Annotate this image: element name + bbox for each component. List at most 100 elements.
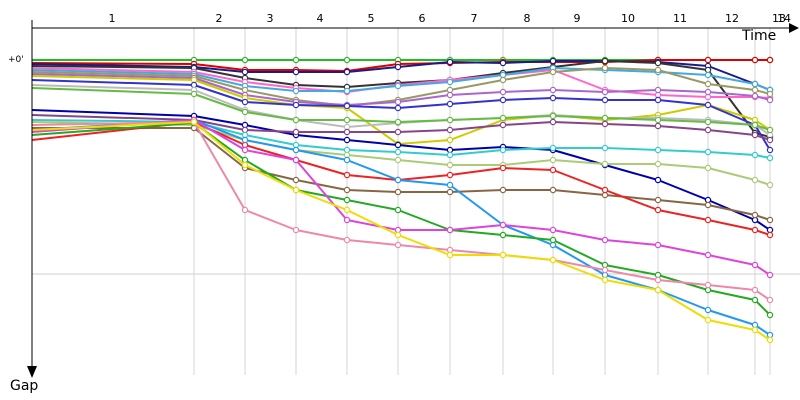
series-15-point-11: [654, 146, 662, 154]
series-19-point-4: [292, 146, 300, 154]
series-17-point-13: [751, 211, 759, 219]
series-22-point-4: [292, 226, 300, 234]
series-21-point-4: [292, 156, 300, 164]
series-21-point-8: [499, 221, 507, 229]
series-23-point-2: [190, 118, 198, 126]
series-15-point-10: [601, 144, 609, 152]
series-18-point-10: [601, 186, 609, 194]
series-22-point-10: [601, 266, 609, 274]
lap-label-12: 12: [725, 12, 739, 25]
series-10-point-9: [549, 94, 557, 102]
series-16-point-6: [394, 156, 402, 164]
series-23-point-7: [446, 251, 454, 259]
series-13-point-5: [343, 136, 351, 144]
series-13-point-11: [654, 176, 662, 184]
series-15-point-8: [499, 146, 507, 154]
series-23-point-3: [241, 161, 249, 169]
series-17-point-12: [704, 201, 712, 209]
lap-label-11: 11: [673, 12, 687, 25]
series-21: [31, 116, 774, 279]
series-15-point-14: [766, 154, 774, 162]
series-13-point-6: [394, 141, 402, 149]
series-12-point-5: [343, 116, 351, 124]
series-17-point-6: [394, 188, 402, 196]
series-14: [31, 114, 774, 144]
series-10-point-11: [654, 96, 662, 104]
series-6-point-4: [292, 87, 300, 95]
series-2-point-14: [766, 56, 774, 64]
series-12-point-8: [499, 114, 507, 122]
series-7-point-14: [766, 90, 774, 98]
series-20-point-14: [766, 311, 774, 319]
series-21-point-13: [751, 261, 759, 269]
series-3-point-8: [499, 59, 507, 67]
series-17-point-7: [446, 188, 454, 196]
series-6-point-13: [751, 80, 759, 88]
series-19-line: [31, 119, 771, 336]
series-12-point-14: [766, 126, 774, 134]
series-17-point-8: [499, 186, 507, 194]
series-21-point-9: [549, 226, 557, 234]
series-9-line: [31, 75, 771, 145]
series-10-point-12: [704, 101, 712, 109]
series-10-point-7: [446, 100, 454, 108]
series-23-point-4: [292, 186, 300, 194]
series-14-point-10: [601, 120, 609, 128]
series-18-line: [31, 121, 771, 236]
series-18-point-9: [549, 166, 557, 174]
series-6-point-5: [343, 87, 351, 95]
series-23-point-6: [394, 231, 402, 239]
series-14-point-5: [343, 128, 351, 136]
series-19-point-7: [446, 181, 454, 189]
series-15-point-12: [704, 148, 712, 156]
series-12-point-9: [549, 112, 557, 120]
series-20-point-5: [343, 196, 351, 204]
series-10-point-5: [343, 102, 351, 110]
lap-label-9: 9: [574, 12, 581, 25]
series-16-point-11: [654, 160, 662, 168]
series-10-point-8: [499, 96, 507, 104]
series-19-point-3: [241, 136, 249, 144]
series-14-point-11: [654, 122, 662, 130]
series-8-point-7: [446, 91, 454, 99]
x-axis-arrow: [789, 23, 799, 33]
series-10-point-4: [292, 101, 300, 109]
series-18-point-7: [446, 171, 454, 179]
series-3-point-9: [549, 57, 557, 65]
series-12-point-6: [394, 118, 402, 126]
series-22-point-14: [766, 296, 774, 304]
series-18-point-11: [654, 206, 662, 214]
series-1-point-5: [343, 56, 351, 64]
series-17-point-11: [654, 196, 662, 204]
series-10-line: [31, 79, 771, 151]
series-20-point-9: [549, 236, 557, 244]
series-14-point-4: [292, 128, 300, 136]
series-21-line: [31, 119, 771, 276]
series-23-line: [31, 121, 771, 341]
series-2-point-12: [704, 56, 712, 64]
series-16-point-14: [766, 181, 774, 189]
series-15-point-9: [549, 144, 557, 152]
y-axis-title: Gap: [10, 378, 38, 394]
series-19-point-5: [343, 156, 351, 164]
series-6-line: [31, 67, 771, 92]
series-8-point-9: [549, 86, 557, 94]
series-17-line: [32, 127, 771, 221]
series-12-point-11: [654, 116, 662, 124]
x-axis-title: Time: [741, 28, 776, 44]
series-13-line: [31, 109, 771, 231]
series-3-point-5: [343, 68, 351, 76]
series-15-point-13: [751, 151, 759, 159]
series-1-point-3: [241, 56, 249, 64]
series-17: [32, 124, 774, 224]
series-7-point-8: [499, 76, 507, 84]
series-15-point-6: [394, 148, 402, 156]
series-18-point-5: [343, 171, 351, 179]
series-23-point-12: [704, 316, 712, 324]
series-12-point-3: [241, 108, 249, 116]
series-10-point-3: [241, 98, 249, 106]
series-14-point-8: [499, 121, 507, 129]
series-9-point-7: [446, 136, 454, 144]
series-12-point-10: [601, 114, 609, 122]
series-12-line: [31, 87, 771, 131]
